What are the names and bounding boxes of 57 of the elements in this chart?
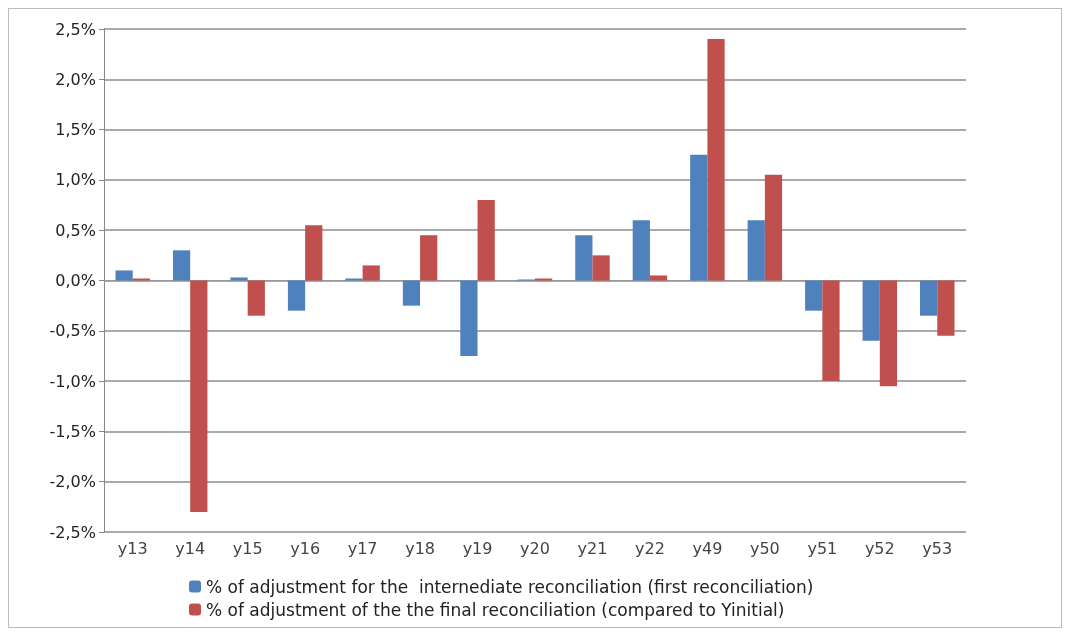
y-tick-label: -1,0% <box>49 371 96 391</box>
x-tick-label: y51 <box>807 538 838 558</box>
y-tick-label: -1,5% <box>49 421 96 441</box>
y-tick-label: 0,0% <box>55 271 96 290</box>
bar <box>420 235 438 281</box>
bar <box>690 154 708 281</box>
y-tick-label: -2,5% <box>49 522 96 542</box>
legend-label: % of adjustment for the internediate reconciliation (first reconciliation) <box>206 576 814 597</box>
bar <box>632 220 650 281</box>
bar <box>115 270 133 281</box>
bar <box>822 280 840 382</box>
bar <box>460 280 478 356</box>
y-tick-label: 2,0% <box>55 69 96 89</box>
bar <box>305 225 323 281</box>
x-tick-label: y16 <box>290 538 321 558</box>
x-tick-label: y21 <box>577 538 608 558</box>
bar <box>575 235 593 281</box>
bar <box>879 280 898 387</box>
bar <box>920 280 938 316</box>
x-tick-label: y52 <box>864 538 895 558</box>
bar <box>805 280 823 311</box>
y-tick-label: 1,5% <box>55 120 96 140</box>
bar <box>402 280 421 306</box>
bar <box>937 280 955 336</box>
y-tick-label: 0,5% <box>55 220 96 240</box>
bar <box>747 220 765 281</box>
bar <box>132 278 150 281</box>
bar <box>345 278 363 281</box>
bar <box>592 255 610 281</box>
bar <box>535 278 553 281</box>
x-tick-label: y22 <box>635 538 665 558</box>
y-tick-label: 2,5% <box>55 19 96 39</box>
bar <box>362 265 380 281</box>
bar <box>247 280 265 316</box>
x-tick-label: y53 <box>922 538 953 558</box>
bar <box>172 250 191 281</box>
bar <box>477 200 495 281</box>
x-tick-label: y49 <box>692 538 723 558</box>
bar <box>862 280 880 341</box>
bar <box>230 277 248 281</box>
y-tick-label: -0,5% <box>49 321 96 341</box>
x-tick-label: y15 <box>232 538 263 558</box>
x-tick-label: y13 <box>117 538 148 558</box>
bar <box>190 280 208 512</box>
x-tick-label: y14 <box>175 538 206 558</box>
x-tick-label: y18 <box>405 538 435 558</box>
bar <box>287 280 306 311</box>
bar <box>707 39 725 281</box>
bar <box>649 275 668 281</box>
y-tick-label: 1,0% <box>55 170 96 190</box>
bar <box>764 174 783 281</box>
legend-label: % of adjustment of the the final reconciliation (compared to Yinitial) <box>206 599 785 620</box>
x-tick-label: y20 <box>520 538 550 558</box>
y-tick-label: -2,0% <box>49 472 96 492</box>
x-tick-label: y50 <box>749 538 780 558</box>
x-tick-label: y19 <box>462 538 493 558</box>
x-tick-label: y17 <box>347 538 378 558</box>
